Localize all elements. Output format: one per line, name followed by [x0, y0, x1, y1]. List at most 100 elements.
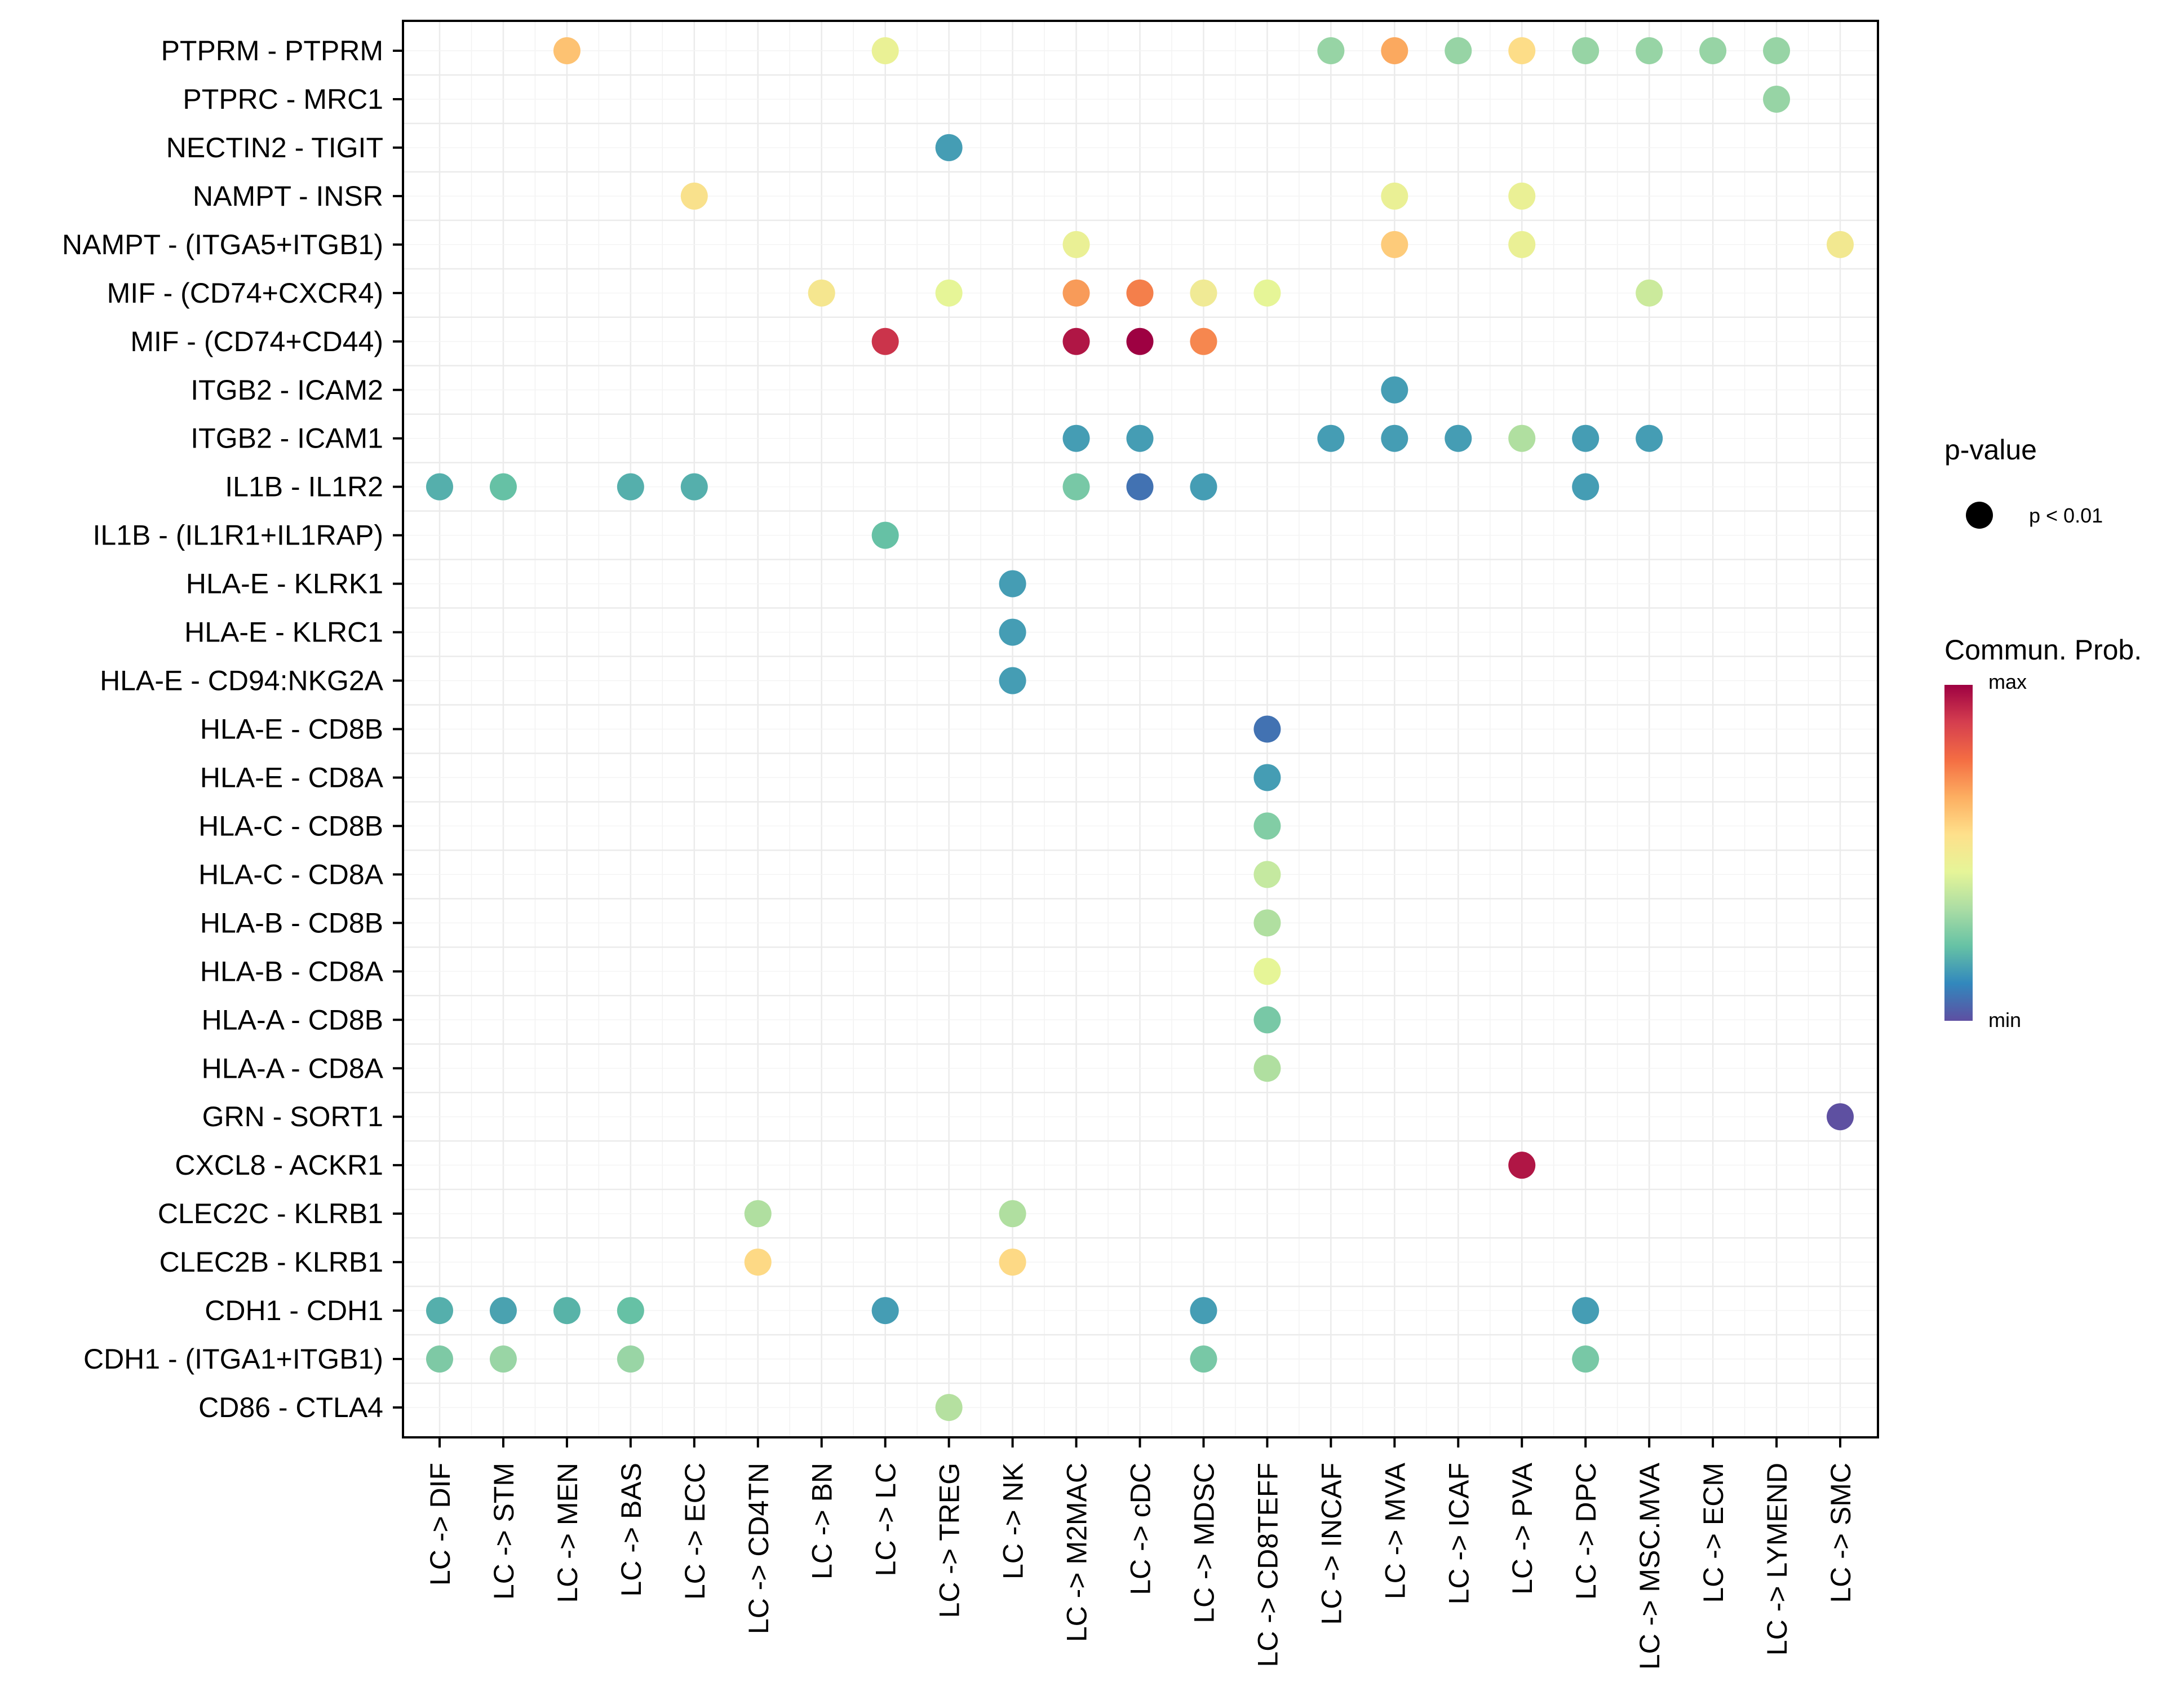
x-tick-label: LC -> NK	[998, 1463, 1029, 1579]
y-tick-label: PTPRC - MRC1	[183, 83, 383, 115]
y-tick-label: HLA-E - CD94:NKG2A	[100, 665, 384, 697]
y-axis: PTPRM - PTPRM PTPRC - MRC1 NECTIN2 - TIGIT…	[62, 35, 403, 1423]
data-point	[1253, 958, 1281, 985]
data-point	[871, 37, 899, 64]
data-point	[1572, 37, 1600, 64]
data-point	[680, 182, 708, 210]
data-point	[489, 473, 517, 501]
legend: p-value p < 0.01 Commun. Prob. max min	[1944, 434, 2142, 1032]
x-tick-label: LC -> ICAF	[1443, 1463, 1474, 1604]
x-tick-label: LC -> CD4TN	[743, 1463, 774, 1634]
data-point	[1636, 279, 1663, 307]
y-tick-label: CDH1 - CDH1	[205, 1295, 383, 1326]
y-tick-label: CD86 - CTLA4	[198, 1392, 383, 1423]
data-point	[617, 1345, 644, 1373]
data-point	[1381, 37, 1408, 64]
data-point	[1445, 37, 1472, 64]
x-tick-label: LC -> MDSC	[1188, 1463, 1220, 1623]
y-tick-label: MIF - (CD74+CD44)	[130, 326, 383, 357]
data-point	[744, 1200, 772, 1228]
data-point	[1699, 37, 1727, 64]
data-point	[1062, 231, 1090, 258]
data-point	[1126, 424, 1154, 452]
data-point	[871, 521, 899, 549]
data-point	[999, 618, 1026, 646]
data-point	[1317, 424, 1345, 452]
data-point	[1572, 1297, 1600, 1325]
data-point	[489, 1345, 517, 1373]
x-tick-label: LC -> CD8TEFF	[1252, 1463, 1283, 1667]
x-tick-label: LC -> LYMEND	[1761, 1463, 1793, 1655]
data-point	[1253, 715, 1281, 743]
y-tick-label: CLEC2C - KLRB1	[158, 1198, 383, 1229]
pvalue-legend-title: p-value	[1944, 434, 2037, 466]
data-point	[999, 1200, 1026, 1228]
data-point	[680, 473, 708, 501]
colorbar-title: Commun. Prob.	[1944, 634, 2142, 666]
colorbar-max-label: max	[1988, 670, 2027, 693]
data-point	[1381, 376, 1408, 404]
data-point	[1572, 473, 1600, 501]
data-point	[935, 134, 963, 161]
data-point	[808, 279, 835, 307]
pvalue-legend-dot	[1966, 502, 1993, 529]
data-point	[1572, 1345, 1600, 1373]
y-tick-label: NECTIN2 - TIGIT	[166, 132, 383, 163]
data-point	[426, 473, 453, 501]
data-point	[1253, 279, 1281, 307]
data-point	[999, 570, 1026, 597]
data-point	[1190, 279, 1217, 307]
data-point	[1381, 231, 1408, 258]
x-tick-label: LC -> DPC	[1570, 1463, 1602, 1600]
data-point	[1763, 85, 1791, 113]
y-tick-label: ITGB2 - ICAM1	[191, 423, 383, 454]
y-tick-label: IL1B - (IL1R1+IL1RAP)	[92, 520, 383, 551]
data-point	[1636, 37, 1663, 64]
data-point	[426, 1345, 453, 1373]
x-tick-label: LC -> DIF	[424, 1463, 456, 1586]
data-point	[1190, 327, 1217, 355]
data-point	[1508, 1152, 1536, 1179]
colorbar	[1944, 685, 1973, 1021]
data-point	[935, 1394, 963, 1421]
data-point	[1126, 473, 1154, 501]
x-tick-label: LC -> MEN	[552, 1463, 583, 1603]
y-tick-label: HLA-C - CD8B	[198, 810, 383, 842]
y-tick-label: MIF - (CD74+CXCR4)	[107, 277, 383, 309]
data-point	[1572, 424, 1600, 452]
data-point	[1253, 1006, 1281, 1034]
data-point	[871, 327, 899, 355]
data-point	[1190, 1345, 1217, 1373]
data-point	[1190, 1297, 1217, 1325]
data-point	[1253, 909, 1281, 937]
data-point	[1508, 182, 1536, 210]
data-point	[1381, 182, 1408, 210]
x-tick-label: LC -> INCAF	[1315, 1463, 1347, 1625]
y-tick-label: HLA-A - CD8B	[202, 1004, 383, 1035]
x-tick-label: LC -> ECC	[679, 1463, 711, 1600]
data-point	[1253, 764, 1281, 791]
data-point	[1062, 327, 1090, 355]
data-point	[1827, 231, 1854, 258]
data-point	[1445, 424, 1472, 452]
data-point	[1763, 37, 1791, 64]
y-tick-label: HLA-C - CD8A	[198, 858, 383, 890]
data-point	[1508, 424, 1536, 452]
data-point	[1062, 473, 1090, 501]
x-tick-label: LC -> M2MAC	[1061, 1463, 1093, 1642]
data-point	[1827, 1103, 1854, 1131]
x-tick-label: LC -> LC	[870, 1463, 902, 1576]
data-point	[1317, 37, 1345, 64]
data-point	[935, 279, 963, 307]
data-points	[426, 37, 1854, 1421]
y-tick-label: CXCL8 - ACKR1	[175, 1149, 383, 1181]
x-tick-label: LC -> SMC	[1825, 1463, 1857, 1603]
data-point	[1636, 424, 1663, 452]
y-tick-label: HLA-E - CD8A	[200, 762, 384, 793]
data-point	[553, 37, 581, 64]
data-point	[1126, 327, 1154, 355]
y-tick-label: HLA-E - CD8B	[200, 714, 383, 745]
data-point	[553, 1297, 581, 1325]
data-point	[999, 667, 1026, 694]
